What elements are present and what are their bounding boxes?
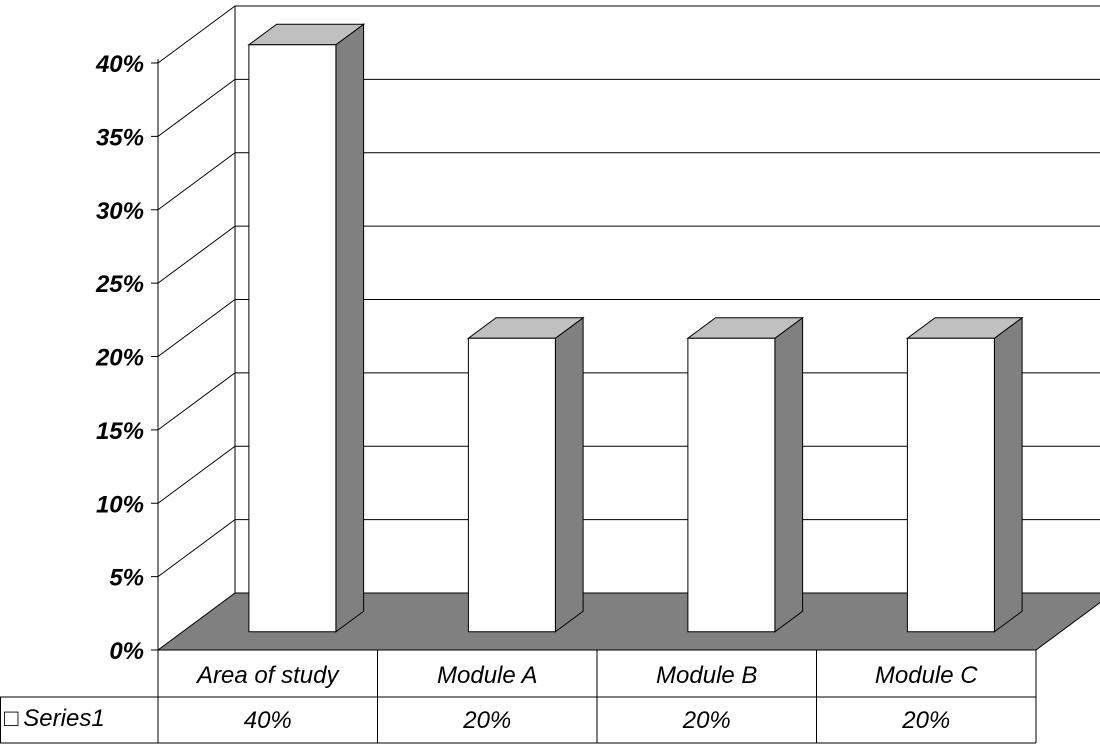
category-label: Module B (656, 662, 757, 689)
y-tick-label: 30% (96, 198, 144, 225)
bar-side (335, 23, 365, 633)
side-wall-gridline (157, 225, 236, 284)
side-wall-gridline (157, 152, 236, 211)
y-tick-label: 10% (96, 491, 144, 518)
bar-side (554, 316, 584, 633)
data-table-grid (0, 650, 1037, 744)
y-tick-label: 15% (96, 418, 144, 445)
category-label: Area of study (195, 662, 340, 689)
y-axis: 0% 5% 10% 15% 20% 25% 30% 35% 40% (95, 51, 159, 665)
side-wall-gridline (157, 299, 236, 357)
data-label: 20% (462, 707, 511, 734)
bars (247, 23, 1024, 633)
floor (156, 592, 1100, 651)
side-wall-gridline (157, 5, 236, 64)
y-tick-label: 40% (95, 51, 144, 78)
bar (687, 337, 776, 633)
bar (248, 44, 337, 633)
bar-side (993, 316, 1023, 633)
bar-side (774, 316, 804, 633)
data-label: 20% (901, 707, 950, 734)
chart-floor (156, 592, 1100, 651)
side-wall-gridline (157, 78, 236, 137)
side-wall-gridline (157, 372, 236, 431)
data-table: □ Series1 Area of study 40% Module A 20% Mod… (0, 650, 1037, 744)
legend-series-label: □ Series1 (4, 705, 105, 732)
bar (906, 337, 995, 633)
side-wall-gridline (157, 519, 236, 578)
category-label: Module C (875, 662, 978, 689)
data-label: 40% (244, 707, 292, 734)
y-tick-label: 35% (96, 124, 144, 151)
gridlines (157, 5, 1100, 578)
y-tick-label: 20% (95, 345, 144, 372)
y-tick-label: 0% (109, 638, 144, 665)
y-tick-label: 5% (109, 565, 144, 592)
side-wall-gridline (157, 445, 236, 504)
data-label: 20% (682, 707, 731, 734)
bar (467, 337, 556, 633)
category-label: Module A (437, 662, 538, 689)
y-tick-label: 25% (95, 271, 144, 298)
